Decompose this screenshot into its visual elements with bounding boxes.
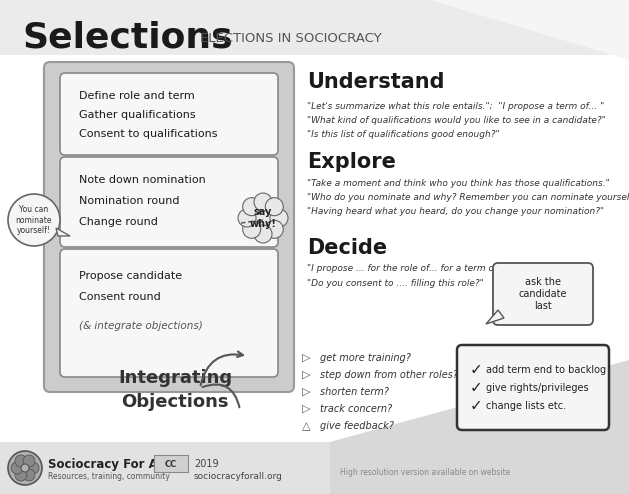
Polygon shape <box>0 0 629 55</box>
Circle shape <box>15 455 27 467</box>
Circle shape <box>15 469 27 481</box>
Text: ▷: ▷ <box>302 387 311 397</box>
Circle shape <box>238 209 256 227</box>
FancyBboxPatch shape <box>493 263 593 325</box>
Text: △: △ <box>302 421 311 431</box>
Text: track concern?: track concern? <box>320 404 392 414</box>
Text: You can
nominate
yourself!: You can nominate yourself! <box>16 205 52 235</box>
Text: "Who do you nominate and why? Remember you can nominate yourself.": "Who do you nominate and why? Remember y… <box>307 193 629 202</box>
FancyBboxPatch shape <box>60 249 278 377</box>
Text: Gather qualifications: Gather qualifications <box>79 110 196 120</box>
FancyBboxPatch shape <box>60 73 278 155</box>
Text: get more training?: get more training? <box>320 353 411 363</box>
Text: ✓: ✓ <box>470 380 482 396</box>
Text: sociocracyforall.org: sociocracyforall.org <box>194 471 283 481</box>
Text: "I propose ... for the role of... for a term of .... because ....": "I propose ... for the role of... for a … <box>307 263 571 273</box>
Circle shape <box>23 469 35 481</box>
Text: Decide: Decide <box>307 238 387 258</box>
FancyBboxPatch shape <box>44 62 294 392</box>
Circle shape <box>8 451 42 485</box>
Text: give feedback?: give feedback? <box>320 421 394 431</box>
Polygon shape <box>56 228 70 236</box>
Circle shape <box>243 198 283 238</box>
Text: ask the
candidate
last: ask the candidate last <box>519 278 567 311</box>
Circle shape <box>265 198 283 216</box>
Text: Explore: Explore <box>307 152 396 172</box>
FancyBboxPatch shape <box>60 157 278 247</box>
Text: Propose candidate: Propose candidate <box>79 271 182 281</box>
Text: say
why!: say why! <box>250 207 276 229</box>
Text: Selections: Selections <box>22 21 233 55</box>
Text: ✓: ✓ <box>470 399 482 413</box>
Text: give rights/privileges: give rights/privileges <box>486 383 589 393</box>
Text: ▷: ▷ <box>302 370 311 380</box>
Text: add term end to backlog: add term end to backlog <box>486 365 606 375</box>
Text: Consent to qualifications: Consent to qualifications <box>79 129 218 139</box>
Text: Resources, training, community: Resources, training, community <box>48 471 170 481</box>
Text: ▷: ▷ <box>302 353 311 363</box>
Text: "Do you consent to .... filling this role?": "Do you consent to .... filling this rol… <box>307 279 484 288</box>
Polygon shape <box>0 442 629 494</box>
Text: Nomination round: Nomination round <box>79 196 179 206</box>
Text: 2019: 2019 <box>194 459 219 469</box>
Text: ▷: ▷ <box>302 404 311 414</box>
Text: Sociocracy For All: Sociocracy For All <box>48 457 166 470</box>
Circle shape <box>254 225 272 243</box>
Text: Note down nomination: Note down nomination <box>79 175 206 185</box>
Circle shape <box>27 462 39 474</box>
Polygon shape <box>330 360 629 494</box>
Text: step down from other roles?: step down from other roles? <box>320 370 458 380</box>
Text: (& integrate objections): (& integrate objections) <box>79 321 203 331</box>
Circle shape <box>265 220 283 238</box>
Polygon shape <box>430 0 629 60</box>
Text: High resolution version available on website: High resolution version available on web… <box>340 467 510 477</box>
Circle shape <box>243 198 260 216</box>
Circle shape <box>21 464 29 472</box>
Text: ELECTIONS IN SOCIOCRACY: ELECTIONS IN SOCIOCRACY <box>200 32 382 44</box>
Text: ✓: ✓ <box>470 363 482 377</box>
Text: Change round: Change round <box>79 217 158 227</box>
Text: change lists etc.: change lists etc. <box>486 401 566 411</box>
Text: shorten term?: shorten term? <box>320 387 389 397</box>
Text: "Having heard what you heard, do you change your nomination?": "Having heard what you heard, do you cha… <box>307 206 604 215</box>
Circle shape <box>11 462 23 474</box>
Text: "Take a moment and think who you think has those qualifications.": "Take a moment and think who you think h… <box>307 178 610 188</box>
Circle shape <box>23 455 35 467</box>
Text: Define role and term: Define role and term <box>79 91 195 101</box>
Polygon shape <box>486 310 504 324</box>
Text: Consent round: Consent round <box>79 292 161 302</box>
FancyBboxPatch shape <box>154 455 188 472</box>
FancyBboxPatch shape <box>457 345 609 430</box>
Text: Understand: Understand <box>307 72 445 92</box>
Text: "Is this list of qualifications good enough?": "Is this list of qualifications good eno… <box>307 129 499 138</box>
Text: "What kind of qualifications would you like to see in a candidate?": "What kind of qualifications would you l… <box>307 116 606 124</box>
Circle shape <box>254 193 272 211</box>
Circle shape <box>270 209 288 227</box>
Circle shape <box>243 220 260 238</box>
Text: "Let's summarize what this role entails.";  "I propose a term of... ": "Let's summarize what this role entails.… <box>307 101 604 111</box>
Text: CC: CC <box>165 459 177 468</box>
Circle shape <box>8 194 60 246</box>
Text: Integrating
Objections: Integrating Objections <box>118 369 232 411</box>
